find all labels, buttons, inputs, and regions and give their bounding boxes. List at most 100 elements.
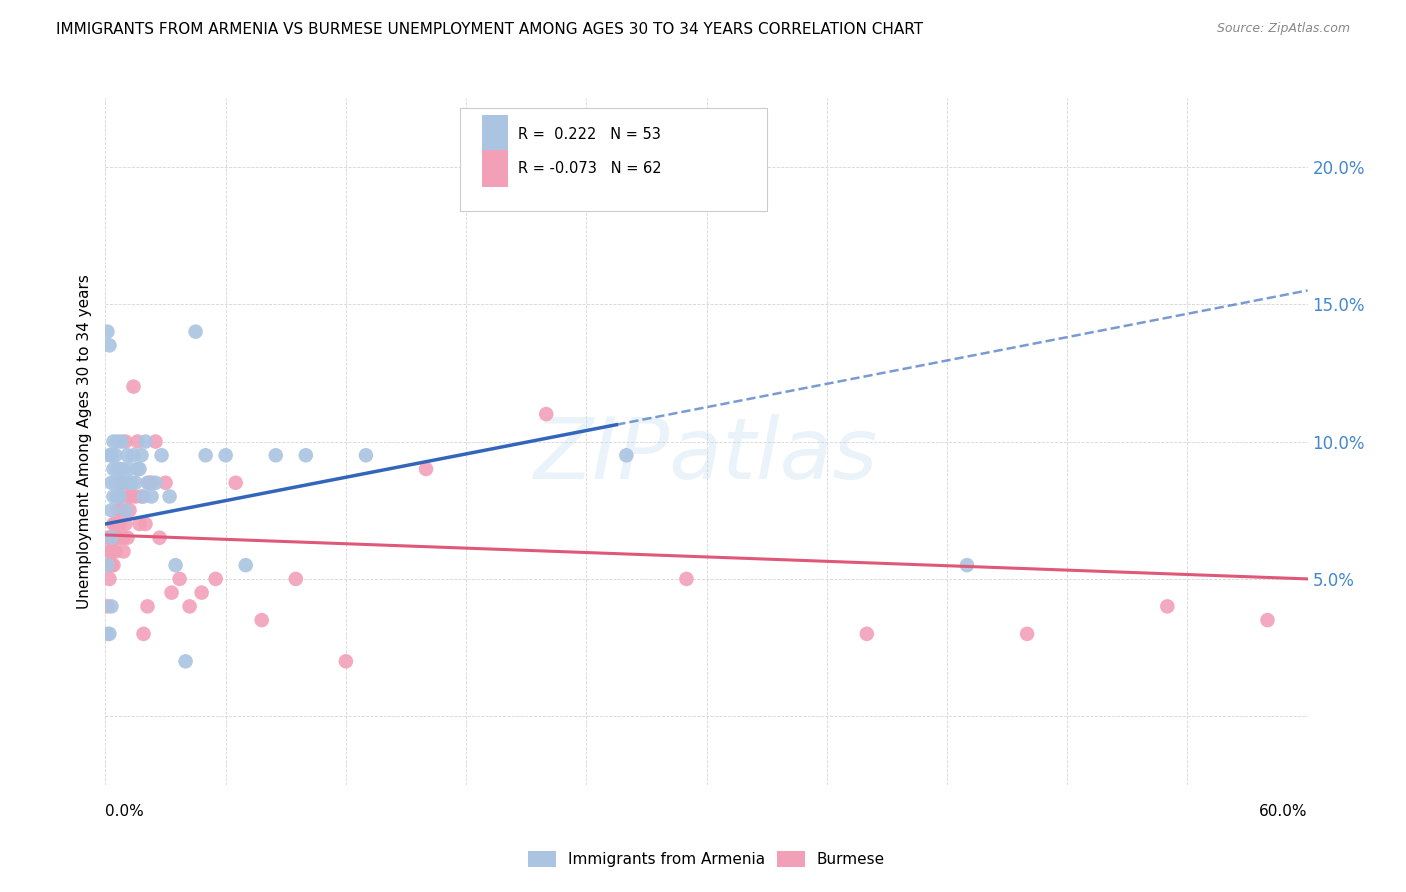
Point	[235, 558, 257, 573]
Point	[104, 531, 127, 545]
Point	[141, 490, 163, 504]
Point	[103, 462, 125, 476]
Point	[107, 490, 129, 504]
Point	[118, 503, 141, 517]
Point	[98, 544, 121, 558]
Point	[145, 475, 167, 490]
Point	[110, 475, 132, 490]
Point	[131, 448, 153, 462]
Point	[117, 448, 139, 462]
Point	[1257, 613, 1279, 627]
Point	[250, 613, 273, 627]
Text: R =  0.222   N = 53: R = 0.222 N = 53	[517, 127, 661, 142]
Point	[100, 544, 122, 558]
Point	[98, 531, 121, 545]
Point	[148, 531, 170, 545]
Point	[354, 448, 377, 462]
Point	[179, 599, 201, 614]
Point	[114, 503, 136, 517]
Point	[675, 572, 697, 586]
Point	[100, 558, 122, 573]
Point	[98, 338, 121, 352]
Point	[174, 654, 197, 668]
Point	[108, 516, 131, 531]
Point	[141, 475, 163, 490]
Point	[136, 475, 159, 490]
Point	[204, 572, 226, 586]
Point	[107, 490, 129, 504]
Point	[131, 490, 153, 504]
Point	[135, 516, 157, 531]
Legend: Immigrants from Armenia, Burmese: Immigrants from Armenia, Burmese	[522, 845, 891, 873]
Point	[112, 462, 135, 476]
Point	[159, 490, 181, 504]
Point	[214, 448, 236, 462]
Point	[103, 490, 125, 504]
Point	[100, 475, 122, 490]
Text: IMMIGRANTS FROM ARMENIA VS BURMESE UNEMPLOYMENT AMONG AGES 30 TO 34 YEARS CORREL: IMMIGRANTS FROM ARMENIA VS BURMESE UNEMP…	[56, 22, 924, 37]
Point	[108, 490, 131, 504]
Point	[96, 558, 118, 573]
Point	[117, 490, 139, 504]
Point	[128, 462, 150, 476]
Point	[104, 516, 127, 531]
Text: 0.0%: 0.0%	[105, 805, 145, 819]
Point	[415, 462, 437, 476]
Point	[150, 448, 173, 462]
Point	[122, 379, 145, 393]
Point	[169, 572, 191, 586]
Point	[114, 434, 136, 449]
FancyBboxPatch shape	[482, 150, 508, 187]
Point	[104, 475, 127, 490]
Point	[616, 448, 638, 462]
Point	[96, 531, 118, 545]
Point	[114, 475, 136, 490]
Point	[127, 462, 149, 476]
Point	[96, 627, 118, 641]
Point	[135, 434, 157, 449]
Point	[112, 544, 135, 558]
Point	[124, 475, 146, 490]
Point	[190, 585, 212, 599]
Point	[104, 448, 127, 462]
Point	[100, 503, 122, 517]
Point	[100, 448, 122, 462]
Point	[107, 503, 129, 517]
Point	[98, 448, 121, 462]
Point	[118, 462, 141, 476]
Point	[98, 627, 121, 641]
Point	[103, 544, 125, 558]
Point	[96, 599, 118, 614]
Point	[100, 599, 122, 614]
Point	[124, 490, 146, 504]
Point	[165, 558, 187, 573]
Point	[107, 531, 129, 545]
Point	[121, 490, 143, 504]
Point	[104, 544, 127, 558]
Point	[160, 585, 183, 599]
Point	[107, 434, 129, 449]
Point	[98, 572, 121, 586]
Point	[100, 531, 122, 545]
Point	[264, 448, 287, 462]
Point	[100, 531, 122, 545]
Point	[1156, 599, 1178, 614]
Point	[103, 434, 125, 449]
Point	[110, 434, 132, 449]
Point	[96, 558, 118, 573]
Point	[108, 531, 131, 545]
Point	[155, 475, 177, 490]
Point	[145, 434, 167, 449]
Point	[184, 325, 207, 339]
Point	[855, 627, 877, 641]
Point	[122, 448, 145, 462]
Point	[138, 475, 160, 490]
Point	[100, 544, 122, 558]
Y-axis label: Unemployment Among Ages 30 to 34 years: Unemployment Among Ages 30 to 34 years	[77, 274, 93, 609]
Point	[112, 531, 135, 545]
Point	[335, 654, 357, 668]
Point	[107, 462, 129, 476]
Point	[295, 448, 318, 462]
FancyBboxPatch shape	[482, 115, 508, 153]
Point	[117, 531, 139, 545]
